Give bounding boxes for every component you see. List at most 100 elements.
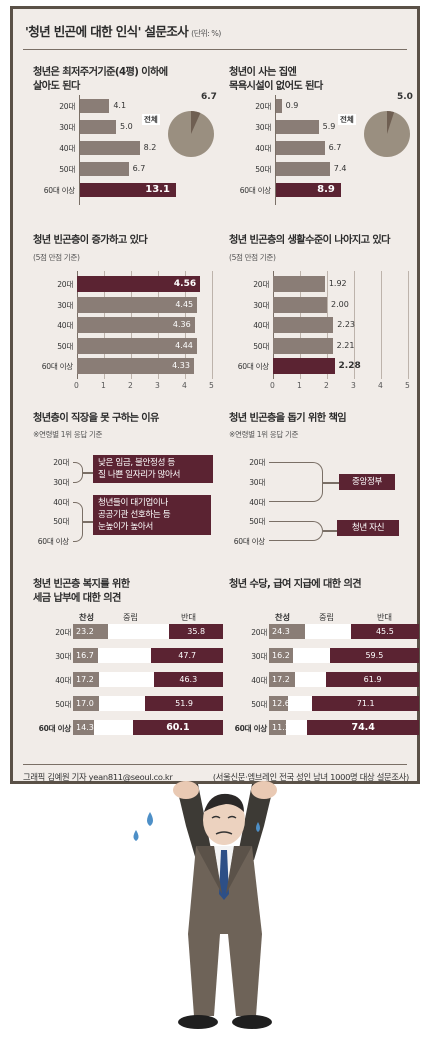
bar-segment-disagree: 35.8: [169, 624, 223, 639]
category-label: 30대: [255, 123, 271, 132]
category-label: 20대: [249, 458, 265, 467]
bar-segment-agree: 17.2: [73, 672, 99, 687]
bar-segment-neutral: [294, 672, 327, 687]
tick-label: 2: [324, 381, 329, 390]
category-label: 50대: [59, 165, 75, 174]
category-label: 20대: [57, 280, 73, 289]
bar: [79, 183, 176, 197]
bar-segment-disagree: 59.5: [329, 648, 419, 663]
panel-title: 청년층이 직장을 못 구하는 이유: [33, 413, 159, 424]
gridline: [381, 271, 382, 379]
bar: [275, 183, 341, 197]
bar-segment-agree: 12.6: [269, 696, 290, 711]
bar-segment-agree: 14.3: [73, 720, 95, 735]
bar-value: 4.36: [172, 320, 191, 329]
title-divider: [23, 49, 407, 50]
category-label: 20대: [53, 458, 69, 467]
legend-label: 중립: [123, 612, 139, 622]
category-label: 20대: [251, 628, 267, 637]
category-label: 50대: [255, 165, 271, 174]
bar-value: 13.1: [145, 184, 170, 195]
pie-slice: [387, 111, 395, 134]
bar-value: 4.33: [172, 361, 190, 370]
bar: [273, 317, 334, 333]
category-label: 60대 이상: [43, 186, 76, 195]
legend-label: 찬성: [275, 612, 291, 622]
axis-line: [79, 95, 80, 205]
panel-title: 청년 빈곤층을 돕기 위한 책임: [229, 413, 347, 424]
tick-label: 4: [182, 381, 187, 390]
credit-text: 그래픽 김예원 기자 yean811@seoul.co.kr: [23, 772, 173, 782]
category-label: 60대 이상: [233, 537, 266, 546]
panel-title: 청년은 최저주거기준(4평) 이하에 살아도 된다: [33, 67, 168, 92]
bar: [77, 337, 197, 354]
pie-label: 전체: [338, 114, 356, 125]
bar-value: 4.56: [173, 279, 197, 289]
gridline: [408, 271, 409, 379]
bar-segment-disagree: 74.4: [307, 720, 419, 735]
category-label: 50대: [251, 700, 267, 709]
category-label: 50대: [53, 517, 69, 526]
infographic-title: '청년 빈곤에 대한 인식' 설문조사 (단위: %): [25, 24, 221, 39]
panel-subtitle: (5점 만점 기준): [33, 253, 80, 262]
bracket-stem: [323, 482, 339, 484]
bar: [273, 276, 325, 292]
bar: [275, 141, 325, 155]
bar-value: 6.7: [132, 164, 146, 173]
tick-label: 5: [405, 381, 410, 390]
category-label: 40대: [255, 144, 271, 153]
panel-title: 청년 빈곤층 복지를 위한 세금 납부에 대한 의견: [33, 579, 130, 604]
bar-segment-neutral: [94, 720, 133, 735]
tick-label: 5: [209, 381, 214, 390]
bracket-line: [269, 521, 323, 541]
bar: [275, 99, 282, 113]
bracket-stem: [83, 472, 93, 474]
bar: [77, 276, 201, 292]
panel-title: 청년 수당, 급여 지급에 대한 의견: [229, 579, 362, 590]
bar-segment-neutral: [285, 720, 308, 735]
category-label: 20대: [255, 102, 271, 111]
pie-label: 전체: [142, 114, 160, 125]
tick-label: 0: [74, 381, 79, 390]
unit-note: (단위: %): [191, 29, 221, 38]
category-label: 50대: [249, 517, 265, 526]
bar-value: 8.9: [317, 184, 335, 195]
pie-value: 5.0: [397, 92, 413, 102]
pie-chart: [168, 111, 214, 157]
axis-line: [275, 95, 276, 205]
bar: [273, 296, 327, 313]
tick-label: 0: [270, 381, 275, 390]
bracket-line: [269, 462, 323, 502]
category-label: 40대: [59, 144, 75, 153]
panel-title: 청년이 사는 집엔 목욕시설이 없어도 된다: [229, 67, 323, 92]
tick-label: 4: [378, 381, 383, 390]
category-label: 60대 이상: [234, 724, 268, 733]
tick-label: 3: [155, 381, 160, 390]
category-label: 50대: [57, 341, 73, 351]
bar: [79, 99, 110, 113]
bar-value: 4.1: [113, 101, 127, 110]
bar-segment-disagree: 45.5: [350, 624, 419, 639]
bar-segment-disagree: 60.1: [132, 720, 223, 735]
bar-segment-agree: 17.2: [269, 672, 295, 687]
category-label: 40대: [251, 676, 267, 685]
pie-slice: [191, 111, 201, 134]
bar-value: 2.21: [336, 340, 355, 350]
category-label: 40대: [249, 498, 265, 507]
category-label: 30대: [251, 652, 267, 661]
bar-value: 5.0: [120, 122, 133, 131]
category-label: 30대: [57, 300, 73, 310]
category-label: 40대: [253, 321, 269, 330]
legend-label: 반대: [377, 612, 393, 622]
bar-segment-neutral: [293, 648, 330, 663]
tick-label: 1: [101, 381, 106, 390]
category-label: 20대: [59, 102, 75, 111]
bar-segment-agree: 17.0: [73, 696, 99, 711]
bar-value: 4.45: [175, 299, 194, 309]
bar-value: 5.9: [322, 122, 336, 131]
category-label: 40대: [55, 676, 71, 685]
bar-segment-disagree: 61.9: [326, 672, 419, 687]
bar-segment-neutral: [98, 648, 152, 663]
category-label: 30대: [253, 300, 269, 310]
